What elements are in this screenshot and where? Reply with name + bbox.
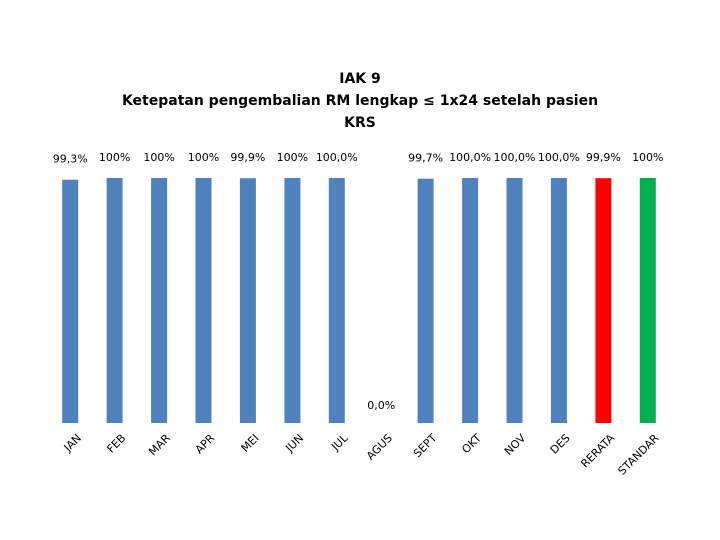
x-tick-label-rerata: RERATA	[578, 431, 617, 470]
bar-mar	[151, 178, 168, 423]
data-label-jan: 99,3%	[53, 153, 88, 166]
bar-apr	[195, 178, 212, 423]
data-label-des: 100,0%	[538, 151, 580, 164]
bar-standar	[639, 178, 656, 423]
x-tick-label-nov: NOV	[502, 431, 529, 458]
x-tick-label-standar: STANDAR	[616, 431, 662, 477]
x-tick-label-mei: MEI	[239, 432, 262, 455]
data-label-sept: 99,7%	[408, 152, 443, 165]
bar-des	[550, 178, 567, 423]
bar-nov	[506, 178, 523, 423]
data-labels-group: 99,3% 100% 100% 100% 99,9% 100% 100,0% 0,0% 99,7…	[53, 151, 664, 412]
data-label-agus: 0,0%	[367, 399, 395, 412]
x-tick-label-okt: OKT	[459, 431, 484, 456]
x-tick-label-jun: JUN	[282, 432, 306, 456]
x-tick-labels-group: JAN FEB MAR APR MEI JUN JUL AGUS SEPT OKT NOV DES RE…	[61, 431, 662, 478]
x-tick-label-sept: SEPT	[411, 431, 440, 460]
bar-jan	[62, 179, 79, 423]
x-tick-label-feb: FEB	[104, 432, 128, 456]
data-label-okt: 100,0%	[449, 151, 491, 164]
x-tick-label-apr: APR	[193, 431, 218, 456]
x-tick-label-mar: MAR	[146, 431, 173, 458]
x-tick-label-jan: JAN	[61, 432, 84, 455]
bar-okt	[462, 178, 479, 423]
data-label-feb: 100%	[99, 151, 130, 164]
data-label-rerata: 99,9%	[586, 151, 621, 164]
bar-feb	[106, 178, 123, 423]
chart-title-line-3: KRS	[344, 115, 376, 131]
bar-sept	[417, 178, 434, 423]
x-tick-label-agus: AGUS	[364, 432, 395, 463]
data-label-mei: 99,9%	[230, 151, 265, 164]
data-label-apr: 100%	[188, 151, 219, 164]
data-label-jun: 100%	[277, 151, 308, 164]
bar-rerata	[595, 178, 612, 423]
x-tick-label-des: DES	[548, 432, 573, 457]
bar-mei	[239, 178, 256, 423]
data-label-mar: 100%	[143, 151, 174, 164]
data-label-nov: 100,0%	[494, 151, 536, 164]
bar-jul	[328, 178, 345, 423]
data-label-standar: 100%	[632, 151, 663, 164]
chart-title-line-1: IAK 9	[339, 71, 381, 87]
chart-title-line-2: Ketepatan pengembalian RM lengkap ≤ 1x24…	[122, 93, 598, 109]
data-label-jul: 100,0%	[316, 151, 358, 164]
x-tick-label-jul: JUL	[328, 431, 351, 454]
bars-group	[62, 178, 656, 423]
chart-title: IAK 9 Ketepatan pengembalian RM lengkap …	[122, 71, 598, 131]
bar-jun	[284, 178, 301, 423]
